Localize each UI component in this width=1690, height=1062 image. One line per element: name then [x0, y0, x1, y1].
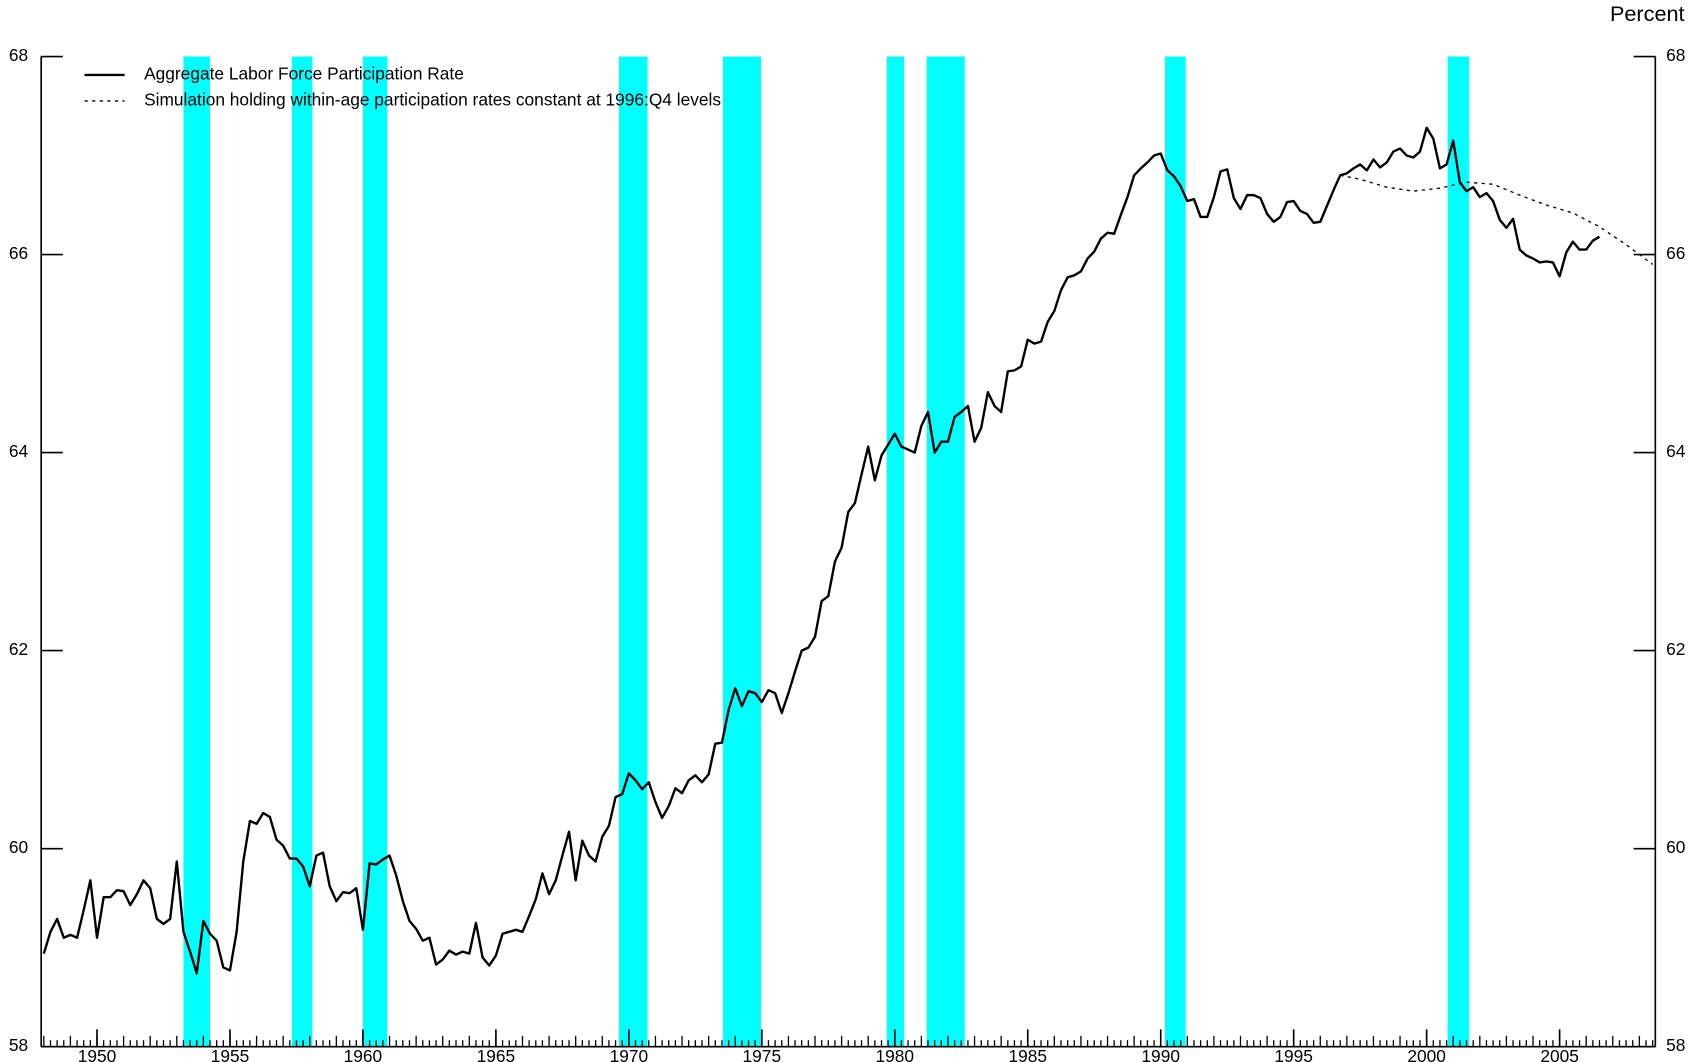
axes: 58 58 60 60 62 62 64 64 66 66 68 68 1950 1955 1960 1965…	[9, 45, 1686, 1062]
lines	[42, 126, 1654, 975]
x-tick-label: 1955	[211, 1046, 250, 1062]
y-tick-label: 62	[9, 639, 28, 659]
recession-band	[722, 56, 762, 1047]
recession-band	[886, 56, 905, 1047]
y-tick-label-right: 68	[1666, 45, 1685, 65]
y-tick-label: 58	[9, 1035, 28, 1055]
y-tick-label: 64	[9, 441, 29, 461]
x-tick-label: 1990	[1141, 1046, 1180, 1062]
x-tick-label: 1970	[610, 1046, 649, 1062]
y-tick-label: 60	[9, 837, 28, 857]
y-tick-label-right: 58	[1666, 1035, 1685, 1055]
recession-band	[926, 56, 965, 1047]
x-tick-label: 2000	[1407, 1046, 1446, 1062]
series-line	[42, 126, 1601, 975]
legend: Aggregate Labor Force Participation Rate…	[84, 63, 721, 109]
recession-shading	[183, 56, 1470, 1047]
x-tick-label: 1975	[743, 1046, 782, 1062]
y-tick-label-right: 66	[1666, 243, 1685, 263]
x-tick-label: 1965	[477, 1046, 516, 1062]
y-tick-label-right: 62	[1666, 639, 1685, 659]
x-tick-label: 1985	[1008, 1046, 1047, 1062]
recession-band	[291, 56, 313, 1047]
x-tick-label: 1950	[78, 1046, 117, 1062]
recession-band	[183, 56, 211, 1047]
recession-band	[1164, 56, 1186, 1047]
recession-band	[1447, 56, 1470, 1047]
recession-band	[619, 56, 648, 1047]
y-tick-label-right: 64	[1666, 441, 1686, 461]
series-line	[1340, 174, 1654, 265]
y-axis-label: Percent	[1610, 1, 1685, 26]
y-tick-label-right: 60	[1666, 837, 1685, 857]
y-tick-label: 68	[9, 45, 28, 65]
x-tick-label: 1980	[876, 1046, 915, 1062]
legend-label: Simulation holding within-age participat…	[144, 89, 721, 109]
x-tick-label: 1995	[1274, 1046, 1313, 1062]
y-tick-label: 66	[9, 243, 28, 263]
x-tick-label: 1960	[344, 1046, 383, 1062]
legend-label: Aggregate Labor Force Participation Rate	[144, 63, 464, 83]
x-tick-label: 2005	[1540, 1046, 1579, 1062]
